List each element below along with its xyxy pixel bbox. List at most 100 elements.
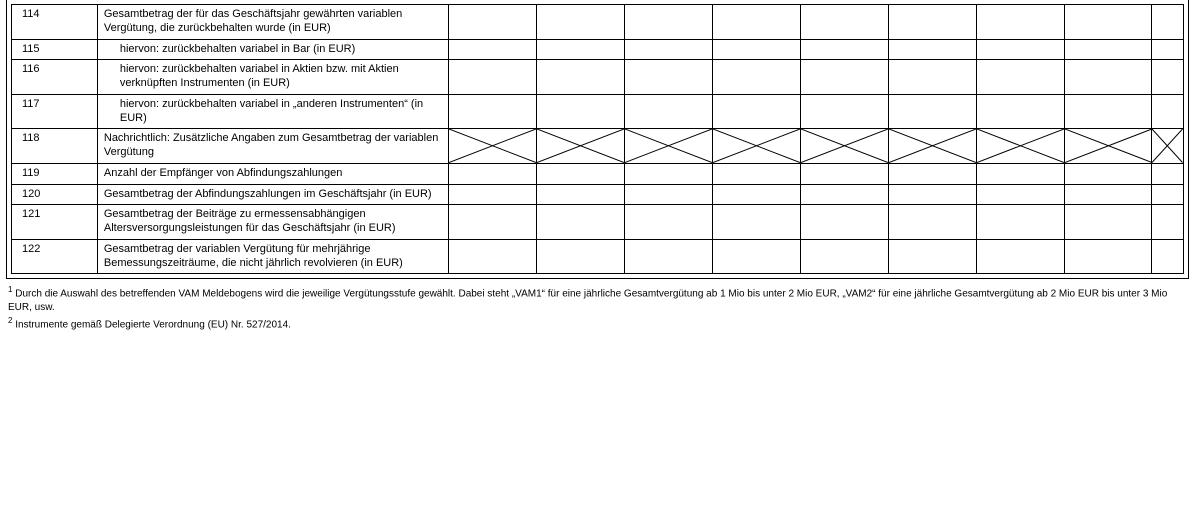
data-cell bbox=[448, 239, 536, 274]
footnote-1-marker: 1 bbox=[8, 285, 12, 294]
data-cell bbox=[976, 184, 1064, 205]
data-cell bbox=[1152, 5, 1184, 40]
data-cell bbox=[976, 94, 1064, 129]
row-description: Gesamtbetrag der variablen Vergütung für… bbox=[97, 239, 448, 274]
data-cell bbox=[888, 205, 976, 240]
data-cell bbox=[624, 129, 712, 164]
row-description: hiervon: zurückbehalten variabel in Bar … bbox=[97, 39, 448, 60]
data-cell bbox=[536, 94, 624, 129]
data-cell bbox=[624, 5, 712, 40]
data-cell bbox=[1152, 60, 1184, 95]
footnote-1-text: Durch die Auswahl des betreffenden VAM M… bbox=[8, 289, 1167, 313]
data-cell bbox=[624, 60, 712, 95]
data-cell bbox=[976, 5, 1064, 40]
table-row: 119Anzahl der Empfänger von Abfindungsza… bbox=[12, 163, 1184, 184]
table-row: 114 Gesamtbetrag der für das Geschäftsjah… bbox=[12, 5, 1184, 40]
data-cell bbox=[1064, 239, 1152, 274]
data-cell bbox=[624, 39, 712, 60]
data-cell bbox=[888, 129, 976, 164]
data-cell bbox=[976, 239, 1064, 274]
data-cell bbox=[448, 60, 536, 95]
data-cell bbox=[624, 163, 712, 184]
row-spacer bbox=[55, 60, 97, 95]
row-number: 120 bbox=[12, 184, 56, 205]
data-cell bbox=[536, 5, 624, 40]
row-description: Gesamtbetrag der Beiträge zu ermessensab… bbox=[97, 205, 448, 240]
data-cell bbox=[624, 205, 712, 240]
table-row: 122 Gesamtbetrag der variablen Vergütung … bbox=[12, 239, 1184, 274]
row-spacer bbox=[55, 239, 97, 274]
row-description: Nachrichtlich: Zusätzliche Angaben zum G… bbox=[97, 129, 448, 164]
data-cell bbox=[1152, 239, 1184, 274]
row-spacer bbox=[55, 184, 97, 205]
data-cell bbox=[1152, 94, 1184, 129]
data-cell bbox=[888, 184, 976, 205]
data-cell bbox=[1152, 129, 1184, 164]
data-cell bbox=[712, 184, 800, 205]
data-cell bbox=[800, 184, 888, 205]
data-cell bbox=[712, 239, 800, 274]
data-cell bbox=[448, 94, 536, 129]
row-spacer bbox=[55, 39, 97, 60]
data-cell bbox=[1064, 5, 1152, 40]
footnote-1: 1 Durch die Auswahl des betreffenden VAM… bbox=[8, 285, 1187, 313]
row-number: 121 bbox=[12, 205, 56, 240]
footnotes: 1 Durch die Auswahl des betreffenden VAM… bbox=[8, 285, 1187, 331]
data-cell bbox=[624, 94, 712, 129]
footnote-2-marker: 2 bbox=[8, 316, 12, 325]
table-row: 117hiervon: zurückbehalten variabel in „… bbox=[12, 94, 1184, 129]
data-cell bbox=[712, 39, 800, 60]
table-row: 121 Gesamtbetrag der Beiträge zu ermessen… bbox=[12, 205, 1184, 240]
row-spacer bbox=[55, 129, 97, 164]
data-cell bbox=[1064, 184, 1152, 205]
data-cell bbox=[800, 5, 888, 40]
footnote-2: 2 Instrumente gemäß Delegierte Verordnun… bbox=[8, 316, 1187, 331]
row-number: 114 bbox=[12, 5, 56, 40]
data-cell bbox=[536, 239, 624, 274]
data-cell bbox=[536, 129, 624, 164]
row-spacer bbox=[55, 94, 97, 129]
data-cell bbox=[976, 163, 1064, 184]
data-cell bbox=[976, 205, 1064, 240]
data-cell bbox=[1064, 163, 1152, 184]
data-cell bbox=[536, 163, 624, 184]
data-cell bbox=[800, 163, 888, 184]
data-cell bbox=[800, 39, 888, 60]
data-cell bbox=[712, 163, 800, 184]
table-row: 115hiervon: zurückbehalten variabel in B… bbox=[12, 39, 1184, 60]
row-description: Gesamtbetrag der Abfindungszahlungen im … bbox=[97, 184, 448, 205]
row-number: 122 bbox=[12, 239, 56, 274]
data-cell bbox=[800, 60, 888, 95]
data-cell bbox=[536, 184, 624, 205]
data-cell bbox=[624, 184, 712, 205]
data-cell bbox=[448, 129, 536, 164]
row-description: Gesamtbetrag der für das Geschäftsjahr g… bbox=[97, 5, 448, 40]
data-cell bbox=[976, 60, 1064, 95]
row-number: 119 bbox=[12, 163, 56, 184]
data-cell bbox=[1064, 129, 1152, 164]
data-cell bbox=[800, 129, 888, 164]
data-cell bbox=[1152, 205, 1184, 240]
data-cell bbox=[1152, 184, 1184, 205]
data-cell bbox=[800, 94, 888, 129]
compensation-table: 114 Gesamtbetrag der für das Geschäftsjah… bbox=[11, 4, 1184, 274]
data-cell bbox=[976, 129, 1064, 164]
data-cell bbox=[448, 205, 536, 240]
data-cell bbox=[1064, 60, 1152, 95]
data-cell bbox=[712, 60, 800, 95]
row-spacer bbox=[55, 163, 97, 184]
data-cell bbox=[888, 163, 976, 184]
data-cell bbox=[800, 205, 888, 240]
data-cell bbox=[712, 129, 800, 164]
data-cell bbox=[536, 205, 624, 240]
row-number: 118 bbox=[12, 129, 56, 164]
table-row: 116hiervon: zurückbehalten variabel in A… bbox=[12, 60, 1184, 95]
data-cell bbox=[448, 5, 536, 40]
data-cell bbox=[448, 39, 536, 60]
table-row: 120 Gesamtbetrag der Abfindungszahlungen … bbox=[12, 184, 1184, 205]
footnote-2-text: Instrumente gemäß Delegierte Verordnung … bbox=[15, 319, 291, 330]
row-number: 116 bbox=[12, 60, 56, 95]
table-row: 118 Nachrichtlich: Zusätzliche Angaben zu… bbox=[12, 129, 1184, 164]
data-cell bbox=[1064, 94, 1152, 129]
data-cell bbox=[888, 60, 976, 95]
